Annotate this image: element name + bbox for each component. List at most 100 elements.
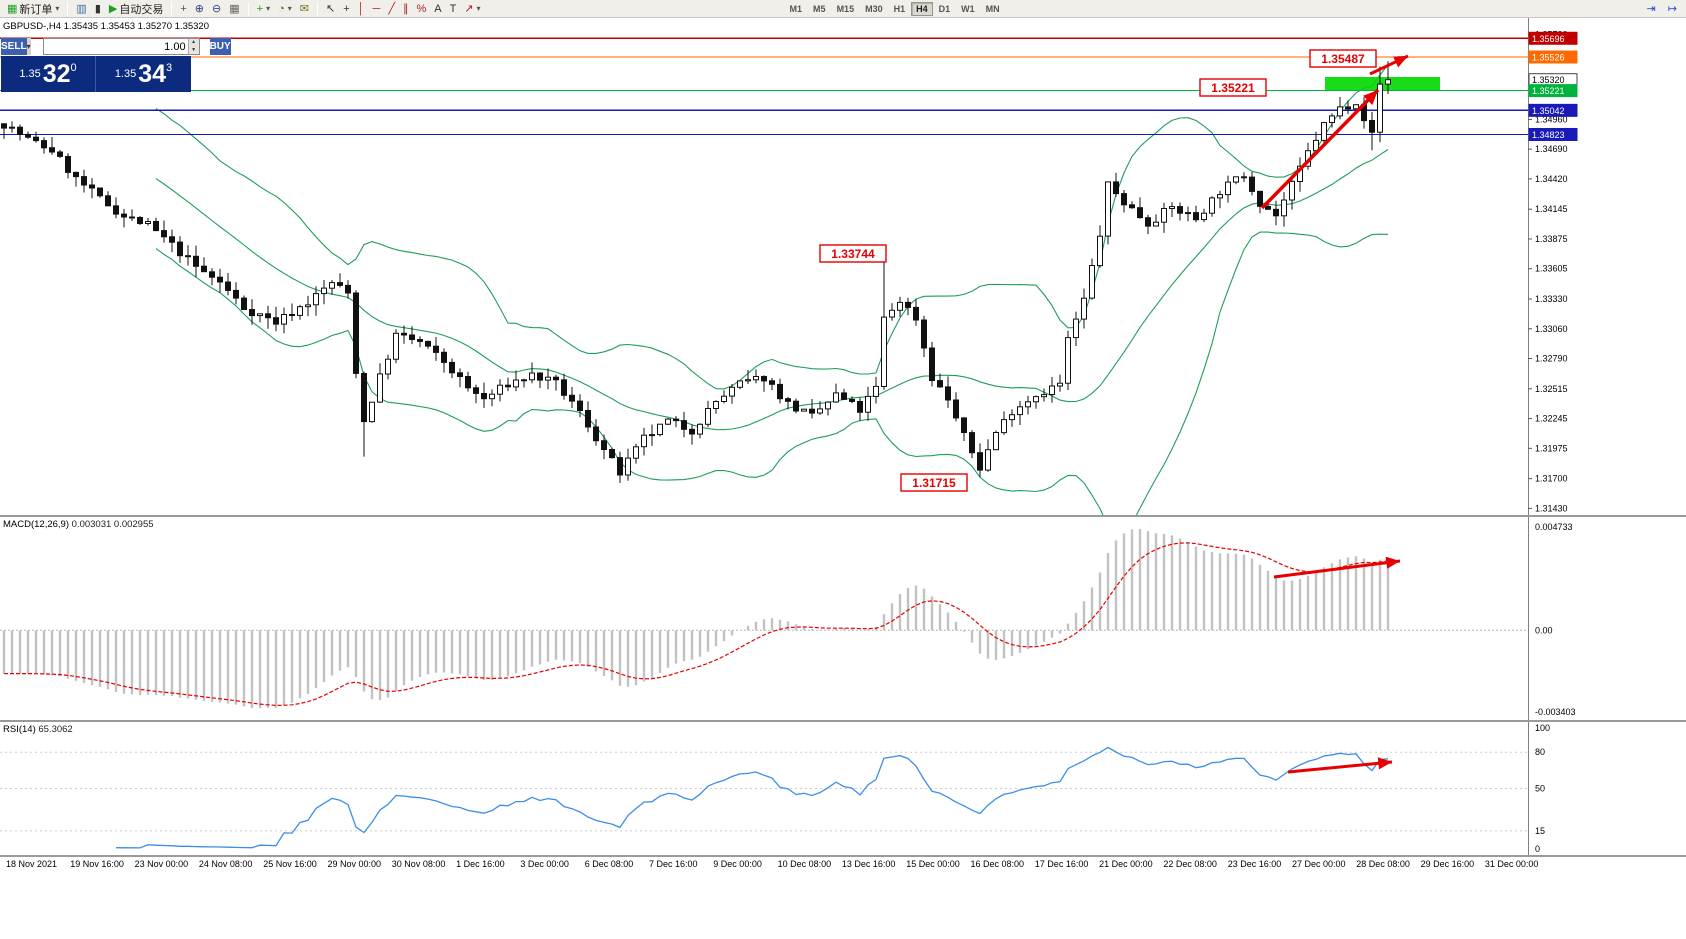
horizontal-line-button[interactable]: ─ bbox=[369, 1, 385, 17]
time-axis-label: 21 Dec 00:00 bbox=[1099, 859, 1153, 869]
profiles-button[interactable]: ◔▾ bbox=[274, 1, 296, 17]
timeframe-m15-button[interactable]: M15 bbox=[832, 2, 860, 16]
auto-trading-icon: ▶ bbox=[109, 2, 117, 16]
price-chart[interactable]: 1.354871.352211.337441.317151.357301.349… bbox=[0, 18, 1686, 515]
buy-price-button[interactable]: 1.35 34 3 bbox=[96, 56, 191, 92]
vertical-line-icon: │ bbox=[358, 2, 365, 16]
buy-button[interactable]: BUY bbox=[210, 38, 231, 55]
ask-prefix: 1.35 bbox=[115, 68, 136, 80]
svg-text:1.35696: 1.35696 bbox=[1532, 34, 1565, 44]
timeframe-m1-button[interactable]: M1 bbox=[785, 2, 808, 16]
chart-candles-button[interactable]: ▮ bbox=[91, 1, 105, 17]
svg-text:1.35320: 1.35320 bbox=[1532, 75, 1565, 85]
timeframe-h1-button[interactable]: H1 bbox=[889, 2, 911, 16]
crosshair-tool-button[interactable]: + bbox=[339, 1, 353, 17]
toolbar-separator bbox=[248, 2, 249, 15]
trendline-icon: ╱ bbox=[388, 2, 395, 16]
time-axis-label: 28 Dec 08:00 bbox=[1356, 859, 1410, 869]
time-axis-label: 19 Nov 16:00 bbox=[70, 859, 124, 869]
time-axis-label: 22 Dec 08:00 bbox=[1163, 859, 1217, 869]
new-order-button[interactable]: ▦新订单▾ bbox=[3, 1, 63, 17]
time-axis-label: 30 Nov 08:00 bbox=[392, 859, 446, 869]
volume-box: ▲ ▼ bbox=[43, 38, 200, 55]
arrow-tools-dropdown-icon[interactable]: ▾ bbox=[477, 4, 481, 13]
equidistant-channel-button[interactable]: ∥ bbox=[399, 1, 413, 17]
time-axis-label: 16 Dec 08:00 bbox=[971, 859, 1025, 869]
toolbar-right-group: ⇥↦ bbox=[1643, 1, 1683, 17]
arrow-tools-button[interactable]: ↗▾ bbox=[460, 1, 484, 17]
time-axis-label: 27 Dec 00:00 bbox=[1292, 859, 1346, 869]
horizontal-line-icon: ─ bbox=[373, 2, 381, 16]
arrow-tools-icon: ↗ bbox=[464, 2, 473, 16]
fibonacci-icon: % bbox=[416, 2, 426, 16]
new-chart-dropdown-icon[interactable]: ▾ bbox=[266, 4, 270, 13]
zoom-out-icon: ⊖ bbox=[212, 2, 221, 16]
svg-text:1.33060: 1.33060 bbox=[1535, 324, 1568, 334]
time-axis[interactable]: 18 Nov 202119 Nov 16:0023 Nov 00:0024 No… bbox=[0, 857, 1686, 873]
chart-plot-background[interactable] bbox=[0, 18, 1686, 515]
trendline-button[interactable]: ╱ bbox=[384, 1, 399, 17]
auto-scroll-button[interactable]: ⇥ bbox=[1643, 1, 1660, 17]
time-axis-label: 1 Dec 16:00 bbox=[456, 859, 505, 869]
rsi-label: RSI(14) 65.3062 bbox=[3, 724, 73, 735]
new-chart-button[interactable]: +▾ bbox=[253, 1, 274, 17]
rsi-chart[interactable]: 1008050150 bbox=[0, 722, 1686, 855]
ask-big-figure: 34 bbox=[138, 62, 166, 87]
volume-down-button[interactable]: ▼ bbox=[189, 47, 199, 55]
toolbar-separator bbox=[317, 2, 318, 15]
svg-text:0: 0 bbox=[1535, 844, 1540, 854]
volume-stepper: ▲ ▼ bbox=[188, 39, 199, 54]
timeframe-d1-button[interactable]: D1 bbox=[934, 2, 956, 16]
timeframe-h4-button[interactable]: H4 bbox=[911, 2, 933, 16]
crosshair-button[interactable]: + bbox=[176, 1, 190, 17]
zoom-out-button[interactable]: ⊖ bbox=[208, 1, 225, 17]
chart-bars-button[interactable]: ▥ bbox=[72, 1, 90, 17]
svg-text:-0.003403: -0.003403 bbox=[1535, 707, 1576, 717]
svg-text:1.34420: 1.34420 bbox=[1535, 174, 1568, 184]
timeframe-w1-button[interactable]: W1 bbox=[956, 2, 980, 16]
volume-input[interactable] bbox=[44, 39, 188, 54]
chart-shift-button[interactable]: ↦ bbox=[1664, 1, 1681, 17]
ask-pipette: 3 bbox=[166, 62, 172, 74]
svg-text:80: 80 bbox=[1535, 747, 1545, 757]
sell-button[interactable]: SELL bbox=[1, 38, 27, 55]
svg-text:1.35487: 1.35487 bbox=[1321, 52, 1365, 66]
timeframe-m5-button[interactable]: M5 bbox=[808, 2, 831, 16]
mail-button[interactable]: ✉ bbox=[296, 1, 313, 17]
auto-trading-button[interactable]: ▶自动交易 bbox=[105, 1, 167, 17]
time-axis-label: 3 Dec 00:00 bbox=[520, 859, 569, 869]
time-axis-label: 17 Dec 16:00 bbox=[1035, 859, 1089, 869]
svg-text:100: 100 bbox=[1535, 723, 1550, 733]
crosshair-tool-icon: + bbox=[343, 2, 349, 16]
new-order-dropdown-icon[interactable]: ▾ bbox=[55, 4, 59, 13]
new-order-label: 新订单 bbox=[19, 1, 52, 17]
macd-chart[interactable]: 0.0047330.00-0.003403 bbox=[0, 517, 1686, 720]
timeframe-toolbar: M1M5M15M30H1H4D1W1MN bbox=[785, 2, 1005, 16]
macd-panel: 0.0047330.00-0.003403 MACD(12,26,9) 0.00… bbox=[0, 517, 1686, 720]
cursor-button[interactable]: ↖ bbox=[322, 1, 339, 17]
timeframe-mn-button[interactable]: MN bbox=[981, 2, 1005, 16]
text-button[interactable]: A bbox=[430, 1, 445, 17]
auto-trading-label: 自动交易 bbox=[119, 1, 163, 17]
time-axis-label: 6 Dec 08:00 bbox=[585, 859, 634, 869]
tile-windows-icon: ▦ bbox=[229, 2, 239, 16]
time-axis-label: 15 Dec 00:00 bbox=[906, 859, 960, 869]
profiles-dropdown-icon[interactable]: ▾ bbox=[288, 4, 292, 13]
zoom-in-icon: ⊕ bbox=[195, 2, 204, 16]
time-axis-label: 23 Dec 16:00 bbox=[1228, 859, 1282, 869]
svg-text:1.31715: 1.31715 bbox=[912, 476, 956, 490]
zoom-in-button[interactable]: ⊕ bbox=[191, 1, 208, 17]
text-label-button[interactable]: T bbox=[446, 1, 461, 17]
svg-text:1.32790: 1.32790 bbox=[1535, 354, 1568, 364]
fibonacci-button[interactable]: % bbox=[412, 1, 430, 17]
volume-up-button[interactable]: ▲ bbox=[189, 39, 199, 47]
svg-text:1.34823: 1.34823 bbox=[1532, 130, 1565, 140]
sell-price-button[interactable]: 1.35 32 0 bbox=[1, 56, 96, 92]
new-chart-icon: + bbox=[257, 2, 263, 16]
rsi-value: 65.3062 bbox=[38, 724, 72, 735]
vertical-line-button[interactable]: │ bbox=[354, 1, 369, 17]
order-type-dropdown[interactable]: ▾ bbox=[27, 38, 31, 55]
svg-text:0.00: 0.00 bbox=[1535, 625, 1553, 635]
timeframe-m30-button[interactable]: M30 bbox=[860, 2, 888, 16]
tile-windows-button[interactable]: ▦ bbox=[225, 1, 243, 17]
